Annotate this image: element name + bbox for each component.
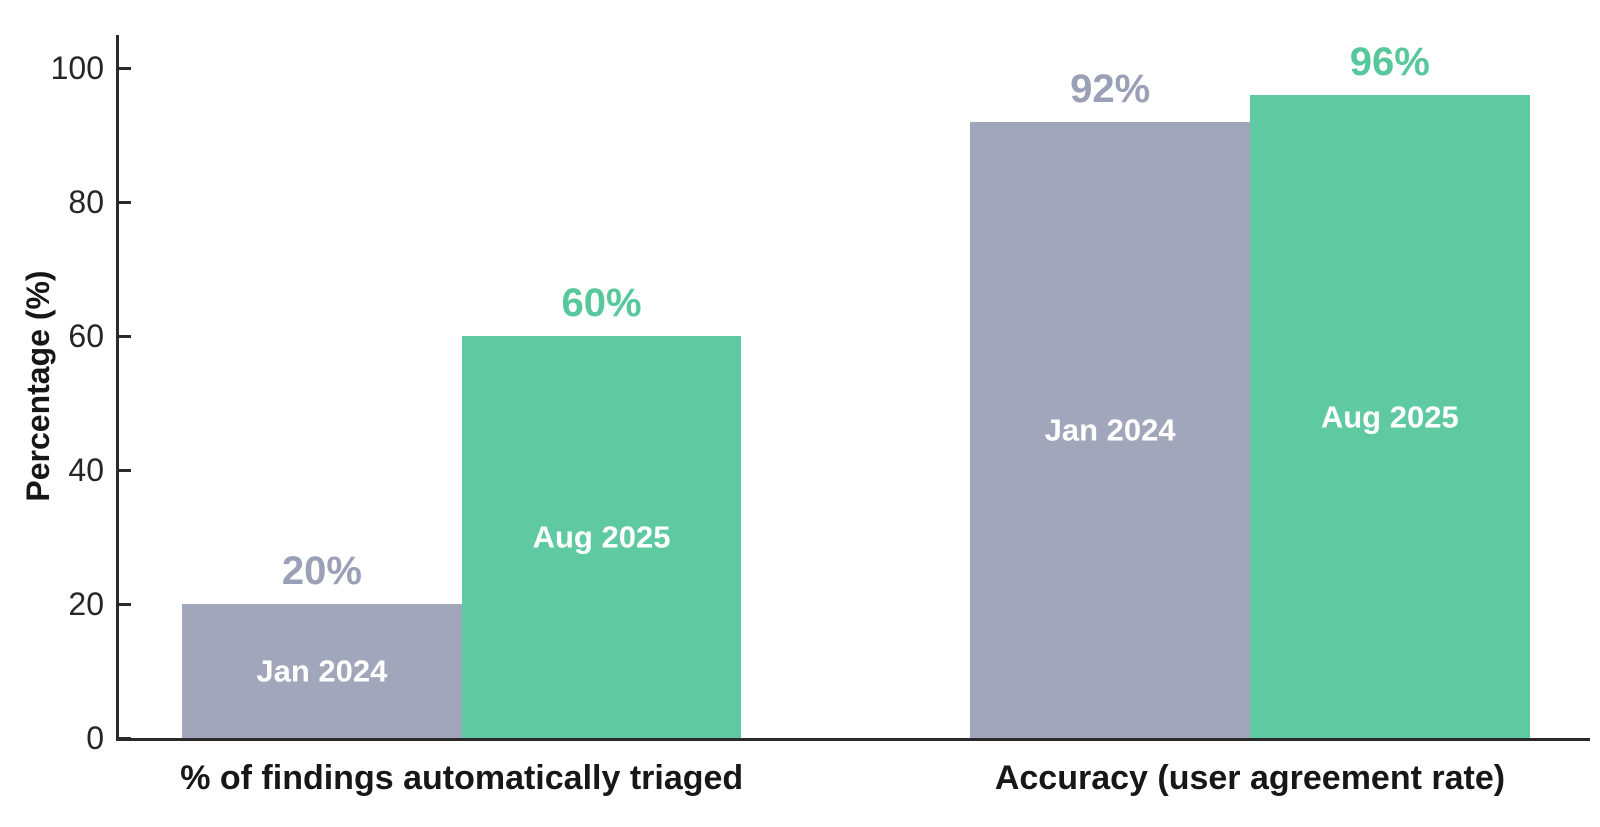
bar-series-label-jan-2024-group-2: Jan 2024 <box>1044 412 1176 448</box>
value-label-jan-2024-group-1: 20% <box>281 549 362 594</box>
y-tick-label-60: 60 <box>68 318 104 355</box>
y-tick-mark-0 <box>119 736 131 740</box>
y-tick-mark-100 <box>119 66 131 70</box>
y-axis-title: Percentage (%) <box>20 270 56 502</box>
y-tick-label-20: 20 <box>68 586 104 623</box>
y-tick-label-0: 0 <box>86 720 104 756</box>
y-tick-label-80: 80 <box>68 184 104 221</box>
y-tick-mark-60 <box>119 334 131 338</box>
bar-aug-2025-group-2: Aug 2025 <box>1249 95 1530 738</box>
value-label-aug-2025-group-2: 96% <box>1349 40 1430 85</box>
bar-series-label-aug-2025-group-1: Aug 2025 <box>532 519 671 555</box>
plot-area: 0 20 40 60 80 100 Jan 2024 20% Aug 2025 60% Jan 20… <box>51 35 1590 754</box>
x-axis-line <box>116 738 1590 741</box>
bar-aug-2025-group-1: Aug 2025 <box>461 336 742 738</box>
y-tick-mark-80 <box>119 200 131 204</box>
bar-series-label-jan-2024-group-1: Jan 2024 <box>256 653 388 689</box>
y-tick-label-100: 100 <box>50 50 104 87</box>
y-axis-line <box>116 35 119 741</box>
y-tick-mark-20 <box>119 602 131 606</box>
y-tick-mark-40 <box>119 468 131 472</box>
bar-jan-2024-group-1: Jan 2024 <box>182 604 462 738</box>
x-category-label-accuracy-user-agreement-rate: Accuracy (user agreement rate) <box>994 759 1506 797</box>
x-category-label-of-findings-automatically-tria: % of findings automatically triaged <box>180 759 744 797</box>
y-tick-label-40: 40 <box>68 452 104 489</box>
value-label-aug-2025-group-1: 60% <box>561 281 642 326</box>
bar-jan-2024-group-2: Jan 2024 <box>970 122 1250 738</box>
value-label-jan-2024-group-2: 92% <box>1070 67 1151 112</box>
bar-series-label-aug-2025-group-2: Aug 2025 <box>1320 399 1459 435</box>
